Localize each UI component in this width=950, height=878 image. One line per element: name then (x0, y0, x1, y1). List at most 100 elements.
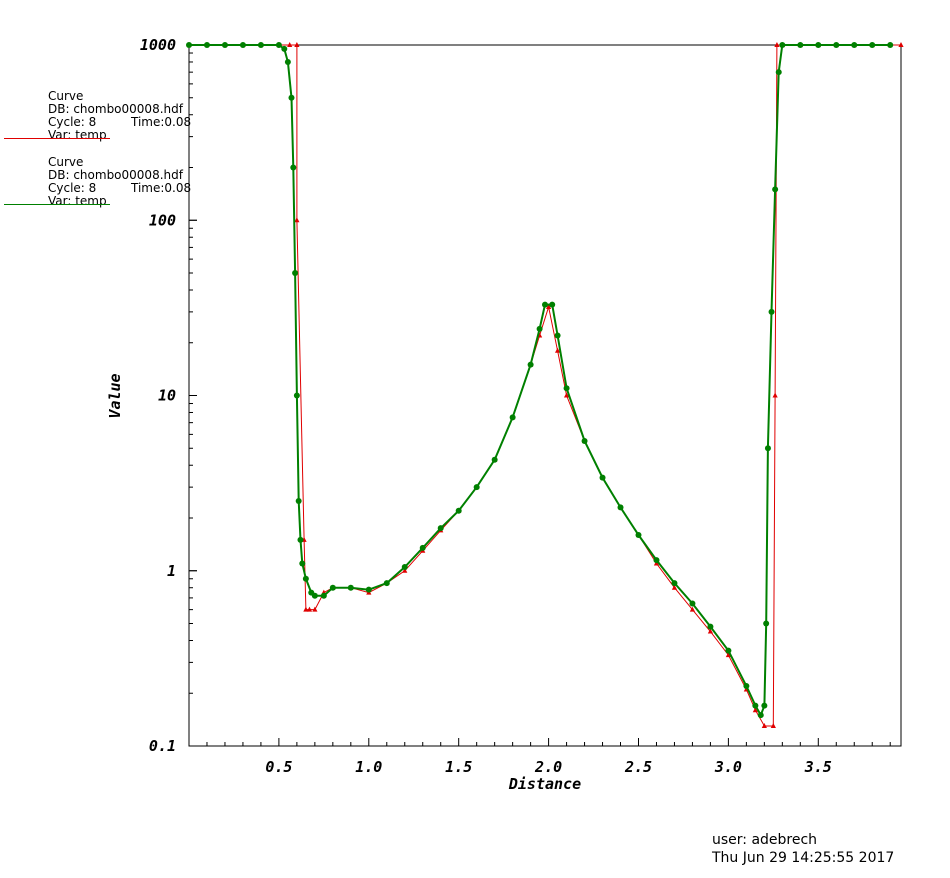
data-point (779, 42, 786, 48)
data-point (473, 484, 480, 491)
series-layer (186, 42, 904, 729)
y-tick-label: 1 (167, 562, 176, 580)
data-point (743, 682, 750, 689)
legend-entry-1: Curve DB: chombo00008.hdf Cycle: 8 Time:… (48, 89, 191, 142)
data-point (563, 392, 570, 398)
x-tick-label: 1.5 (445, 758, 472, 776)
data-point (635, 531, 642, 538)
data-point (221, 42, 228, 48)
data-point (707, 623, 714, 630)
data-point (599, 474, 606, 481)
data-point (797, 42, 804, 48)
data-point (689, 600, 696, 607)
y-tick-label: 1000 (140, 36, 176, 54)
data-point (281, 45, 288, 52)
data-point (257, 42, 264, 48)
data-point (617, 504, 624, 511)
legend-var: Var: temp (48, 128, 107, 142)
y-tick-label: 10 (158, 387, 176, 405)
footer-user: user: adebrech (712, 832, 818, 848)
data-point (752, 707, 758, 713)
data-point (527, 361, 534, 368)
legend-line-green (4, 204, 110, 205)
data-point (320, 592, 327, 599)
data-point (725, 652, 731, 658)
legend-db: DB: chombo00008.hdf (48, 102, 183, 116)
data-point (347, 584, 354, 591)
data-point (287, 42, 293, 47)
legend-title: Curve (48, 155, 84, 169)
data-point (306, 606, 313, 612)
x-axis-label: Distance (508, 775, 581, 793)
data-point (365, 586, 372, 593)
data-point (545, 303, 552, 309)
x-tick-labels: 0.5 1.0 1.5 2.0 2.5 3.0 3.5 (265, 758, 831, 776)
data-point (293, 392, 300, 399)
legend-cycle: Cycle: 8 (48, 115, 97, 129)
footer-date: Thu Jun 29 14:25:55 2017 (712, 850, 895, 866)
data-point (689, 606, 696, 612)
x-tick-label: 3.5 (804, 758, 832, 776)
data-point (554, 332, 561, 339)
data-point (554, 347, 561, 353)
data-point (294, 217, 300, 223)
data-point (536, 325, 543, 332)
data-point (887, 42, 894, 48)
data-point (299, 560, 306, 567)
data-point (725, 647, 732, 654)
data-point (455, 507, 462, 514)
data-point (761, 723, 767, 729)
data-point (203, 42, 210, 48)
data-point (329, 584, 336, 591)
x-tick-label: 2.5 (624, 758, 652, 776)
data-point (757, 712, 764, 719)
data-point (383, 580, 390, 587)
legend-var: Var: temp (48, 194, 107, 208)
legend-time: Time:0.08 (131, 115, 192, 129)
data-point (509, 414, 516, 421)
data-point (775, 69, 782, 76)
x-tick-label: 3.0 (714, 758, 742, 776)
data-point (671, 584, 678, 590)
data-point (774, 42, 780, 47)
data-point (752, 702, 759, 709)
legend-time: Time:0.08 (131, 181, 192, 195)
data-point (288, 94, 295, 101)
data-point (763, 620, 770, 627)
data-point (563, 385, 570, 392)
data-point (770, 723, 776, 729)
data-point (402, 567, 408, 573)
legend-cycle: Cycle: 8 (48, 181, 97, 195)
data-point (186, 42, 192, 48)
data-point (707, 628, 714, 634)
series-line-2 (189, 44, 891, 718)
data-point (898, 42, 904, 47)
data-point (401, 564, 408, 571)
y-axis-label: Value (106, 373, 124, 418)
data-point (290, 164, 297, 171)
data-point (833, 42, 840, 48)
data-point (295, 498, 302, 505)
x-tick-label: 1.0 (355, 758, 382, 776)
data-point (869, 42, 876, 48)
data-point (239, 42, 246, 48)
data-point (302, 575, 309, 582)
data-point (772, 186, 779, 193)
data-point (542, 301, 548, 308)
legend-title: Curve (48, 89, 84, 103)
legend-db: DB: chombo00008.hdf (48, 168, 183, 182)
data-point (581, 438, 588, 445)
data-point (303, 606, 309, 612)
data-point (815, 42, 822, 48)
data-point (851, 42, 858, 48)
data-point (768, 308, 775, 315)
data-point (297, 536, 304, 543)
data-point (491, 456, 498, 463)
x-tick-label: 0.5 (265, 758, 292, 776)
minor-ticks (189, 44, 891, 747)
data-point (311, 592, 318, 599)
data-point (292, 270, 299, 277)
data-point (419, 544, 426, 551)
data-point (653, 557, 660, 564)
